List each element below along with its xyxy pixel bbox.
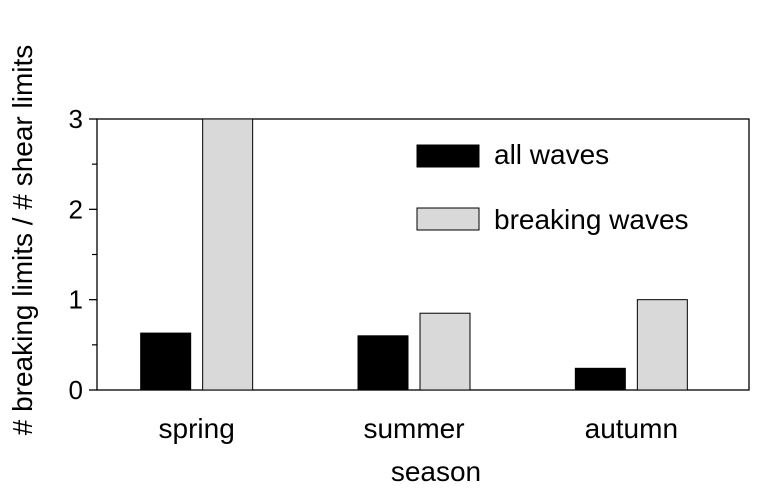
y-tick-label-0: 0 (69, 375, 83, 405)
legend-label-breaking-waves: breaking waves (494, 204, 689, 235)
legend-swatch-all-waves (416, 144, 480, 168)
bar-summer-all-waves (357, 335, 409, 391)
y-tick-label-1: 1 (69, 285, 83, 315)
bar-autumn-breaking-waves (636, 299, 688, 391)
y-axis-title: # breaking limits / # shear limits (7, 45, 38, 436)
legend-label-all-waves: all waves (494, 139, 609, 170)
bar-autumn-all-waves (574, 367, 626, 391)
x-axis-title: season (391, 456, 481, 487)
legend: all waves breaking waves (416, 139, 689, 235)
y-tick-label-2: 2 (69, 194, 83, 224)
bars-group (140, 118, 688, 391)
y-tick-label-3: 3 (69, 104, 83, 134)
bar-spring-all-waves (140, 332, 192, 391)
y-axis: 0 1 2 3 (69, 104, 97, 405)
legend-swatch-breaking-waves (416, 207, 480, 231)
x-tick-label-autumn: autumn (585, 413, 678, 444)
bar-summer-breaking-waves (419, 312, 471, 391)
x-axis: spring summer autumn (159, 413, 679, 444)
x-tick-label-spring: spring (159, 413, 235, 444)
x-tick-label-summer: summer (363, 413, 464, 444)
bar-spring-breaking-waves (202, 118, 254, 391)
